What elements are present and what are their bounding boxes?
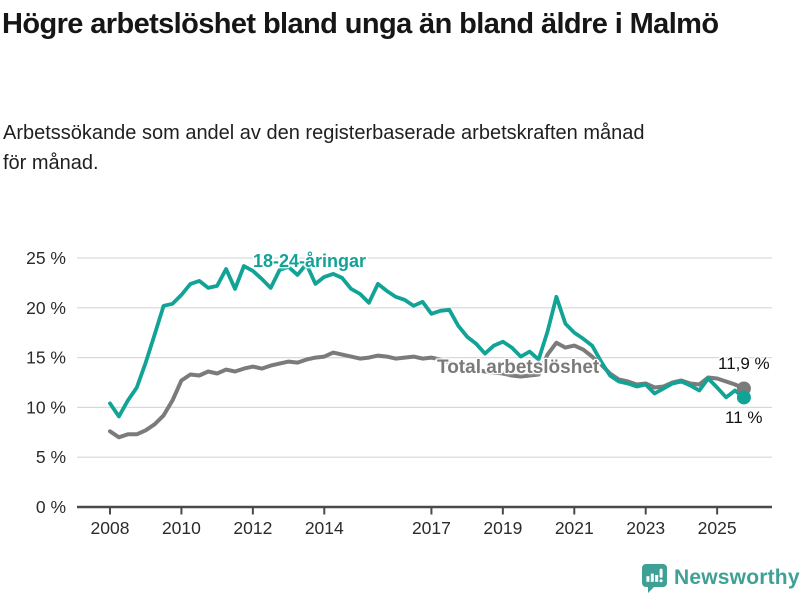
y-axis-tick-label: 5 % xyxy=(36,447,66,467)
y-axis-tick-label: 15 % xyxy=(26,348,66,368)
young-series-label: 18-24-åringar xyxy=(253,251,367,271)
y-axis-tick-label: 25 % xyxy=(26,248,66,268)
x-axis-tick-label: 2017 xyxy=(412,518,451,538)
youth-end-dot xyxy=(736,390,751,405)
brand-name: Newsworthy xyxy=(674,566,800,589)
chart-title: Högre arbetslöshet bland unga än bland ä… xyxy=(2,8,719,40)
x-axis-tick-label: 2012 xyxy=(233,518,272,538)
x-axis-tick-label: 2010 xyxy=(162,518,201,538)
total-end-value-label: 11,9 % xyxy=(718,354,770,373)
newsworthy-logo-icon xyxy=(642,564,667,593)
x-axis-tick-label: 2008 xyxy=(91,518,130,538)
chart-subtitle: Arbetssökande som andel av den registerb… xyxy=(3,122,645,174)
youth-unemployment-line xyxy=(108,262,746,419)
x-axis-tick-label: 2021 xyxy=(555,518,594,538)
x-axis-tick-label: 2014 xyxy=(305,518,344,538)
x-axis-tick-label: 2023 xyxy=(626,518,665,538)
x-axis-tick-label: 2025 xyxy=(698,518,737,538)
young-end-value-label: 11 % xyxy=(725,408,763,427)
y-axis-tick-label: 0 % xyxy=(36,497,66,517)
newsworthy-branding: Newsworthy xyxy=(641,563,800,593)
total-series-label: Total arbetslöshet xyxy=(437,357,600,378)
y-axis-tick-label: 10 % xyxy=(26,397,66,417)
x-axis-tick-label: 2019 xyxy=(483,518,522,538)
y-axis-tick-label: 20 % xyxy=(26,298,66,318)
